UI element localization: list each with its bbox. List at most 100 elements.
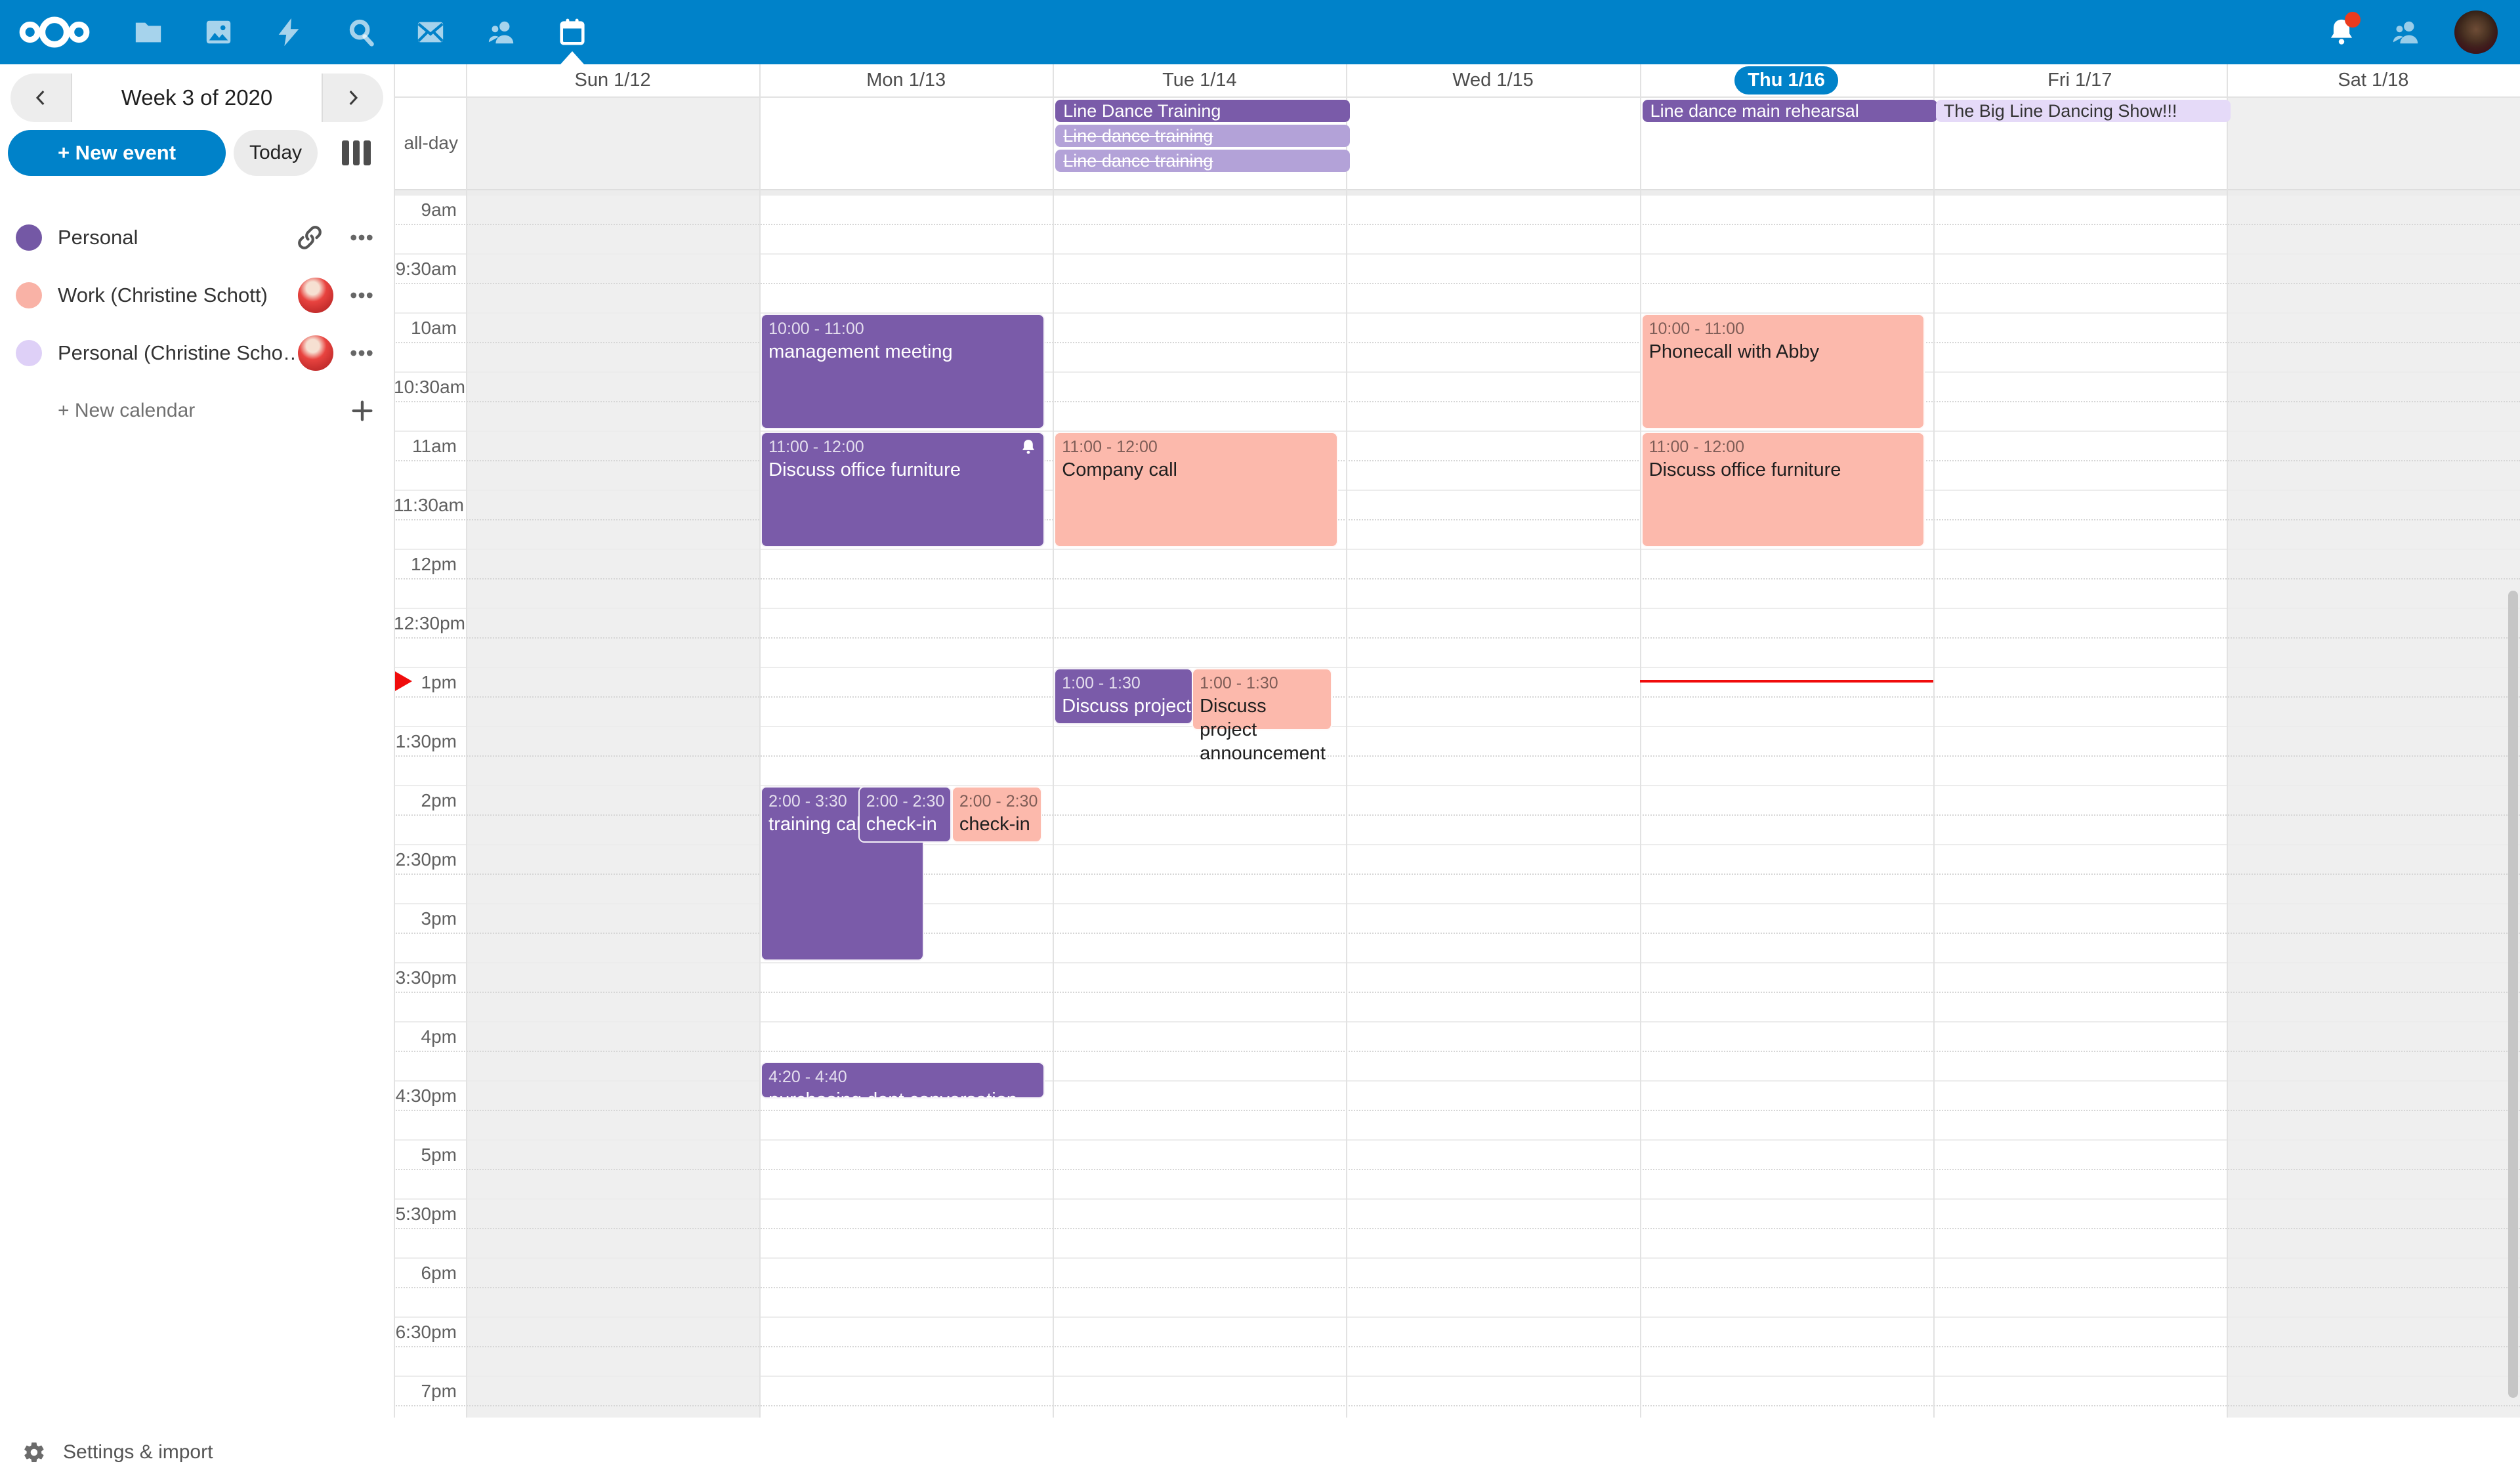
grid-line-minor (394, 874, 2520, 875)
previous-week-button[interactable] (10, 74, 71, 122)
column-border (2226, 64, 2228, 1418)
folder-icon (135, 22, 161, 43)
grid-line-minor (394, 1346, 2520, 1347)
header-border (394, 96, 2520, 98)
event-title: Discuss office furniture (1648, 459, 1841, 480)
grid-line-minor (394, 992, 2520, 993)
grid-line-major (394, 1257, 2520, 1259)
time-axis-label: 10:30am (394, 377, 465, 397)
time-axis-label: 12:30pm (394, 613, 465, 633)
day-header: Tue 1/14 (1162, 70, 1237, 91)
event-time: 10:00 - 11:00 (768, 320, 864, 338)
vertical-scrollbar[interactable] (2508, 591, 2518, 1398)
grid-line-major (394, 726, 2520, 727)
grid-line-major (394, 1080, 2520, 1082)
calendar-actions-button[interactable] (348, 224, 375, 251)
notification-badge (2345, 12, 2361, 28)
grid-line-minor (394, 1287, 2520, 1288)
calendar-name: Personal (Christine Scho… (58, 341, 298, 364)
calendar-list-item[interactable]: Personal (Christine Scho… (0, 324, 394, 382)
activity-app-button[interactable] (257, 0, 322, 64)
today-button[interactable]: Today (234, 130, 318, 176)
grid-line-major (394, 312, 2520, 314)
user-menu-button[interactable] (2444, 0, 2508, 64)
calendar-share-button[interactable] (295, 223, 324, 252)
all-day-event[interactable]: Line dance training (1055, 125, 1351, 147)
calendar-name: Personal (58, 226, 138, 249)
calendar-event[interactable]: 10:00 - 11:00 Phonecall with Abby (1641, 314, 1925, 429)
next-week-button[interactable] (323, 74, 383, 122)
notifications-button[interactable] (2309, 0, 2374, 64)
grid-line-major (394, 431, 2520, 432)
search-app-button[interactable] (329, 0, 394, 64)
calendar-week-view: Sun 1/12 Mon 1/13 Tue 1/14 Wed 1/15 Thu 1/16… (394, 64, 2520, 1418)
contacts-app-button[interactable] (469, 0, 534, 64)
grid-left-border (394, 64, 395, 1418)
calendar-app-button-active[interactable] (540, 0, 604, 64)
all-day-event[interactable]: Line dance training (1055, 150, 1351, 172)
grid-line-major (394, 667, 2520, 668)
calendar-actions-button[interactable] (348, 282, 375, 309)
chevron-left-icon (35, 91, 45, 105)
calendar-event[interactable]: 11:00 - 12:00 Company call (1054, 432, 1339, 547)
settings-import-label: Settings & import (63, 1441, 213, 1463)
grid-line-minor (394, 1169, 2520, 1170)
time-axis-label: 4pm (421, 1026, 457, 1047)
column-border (466, 64, 467, 1418)
all-day-event[interactable]: Line dance main rehearsal (1642, 100, 1937, 122)
calendar-owner-avatar (298, 278, 333, 313)
view-switcher-button[interactable] (342, 140, 371, 167)
column-border (1639, 64, 1641, 1418)
calendar-event[interactable]: 2:00 - 2:30 check-in (951, 786, 1042, 843)
today-header-pill: Thu 1/16 (1734, 66, 1838, 95)
time-axis-label: 4:30pm (395, 1085, 457, 1106)
all-day-event[interactable]: The Big Line Dancing Show!!! (1935, 100, 2231, 122)
all-day-event[interactable]: Line Dance Training (1055, 100, 1351, 122)
calendar-color-dot (16, 224, 42, 251)
grid-line-major (394, 549, 2520, 550)
calendar-event[interactable]: 4:20 - 4:40 purchasing dept conversation (761, 1061, 1045, 1099)
more-options-icon (350, 292, 373, 299)
files-app-button[interactable] (116, 0, 180, 64)
weekend-shading (2226, 194, 2520, 1418)
grid-line-minor (394, 814, 2520, 816)
event-time: 4:20 - 4:40 (768, 1067, 847, 1086)
column-border (1053, 64, 1055, 1418)
calendar-actions-button[interactable] (348, 339, 375, 367)
allday-axis-label: all-day (404, 133, 458, 153)
calendar-list-item[interactable]: Work (Christine Schott) (0, 266, 394, 324)
new-calendar-button[interactable]: + New calendar (0, 382, 394, 440)
new-event-button[interactable]: + New event (8, 130, 226, 176)
time-axis-label: 11:30am (394, 495, 464, 515)
calendar-event[interactable]: 1:00 - 1:30 Discuss project announcement (1192, 668, 1333, 764)
week-navigation: Week 3 of 2020 (10, 74, 383, 122)
calendar-list: Personal Work (Christine Schott) Personal … (0, 209, 394, 440)
day-header: Sat 1/18 (2338, 70, 2409, 91)
event-title: check-in (866, 814, 937, 835)
mail-app-button[interactable] (398, 0, 463, 64)
calendar-event[interactable]: 2:00 - 2:30 check-in (858, 786, 952, 843)
more-options-icon (350, 234, 373, 241)
calendar-event[interactable]: 2:00 - 3:30 training call (761, 786, 925, 961)
nextcloud-logo[interactable] (12, 0, 97, 64)
time-axis-label: 6:30pm (395, 1322, 457, 1342)
calendar-event[interactable]: 10:00 - 11:00 management meeting (761, 314, 1045, 429)
time-axis-label: 9am (421, 200, 457, 220)
grid-line-minor (394, 1228, 2520, 1229)
contacts-menu-button[interactable] (2374, 0, 2438, 64)
grid-line-minor (394, 933, 2520, 934)
weekend-shading (466, 194, 760, 1418)
grid-line-minor (394, 1405, 2520, 1406)
calendar-event[interactable]: 11:00 - 12:00 Discuss office furniture (1641, 432, 1925, 547)
calendar-event[interactable]: 11:00 - 12:00 Discuss office furniture (761, 432, 1045, 547)
mail-icon (417, 22, 444, 43)
calendar-list-item[interactable]: Personal (0, 209, 394, 266)
event-time: 10:00 - 11:00 (1648, 320, 1745, 338)
settings-import-button[interactable]: Settings & import (0, 1431, 416, 1474)
photos-app-button[interactable] (186, 0, 251, 64)
calendar-event[interactable]: 1:00 - 1:30 Discuss project announcement (1054, 668, 1194, 725)
contacts-icon (488, 21, 514, 44)
time-axis-label: 6pm (421, 1263, 457, 1283)
week-label-button[interactable]: Week 3 of 2020 (71, 74, 323, 122)
top-bar (0, 0, 2520, 64)
